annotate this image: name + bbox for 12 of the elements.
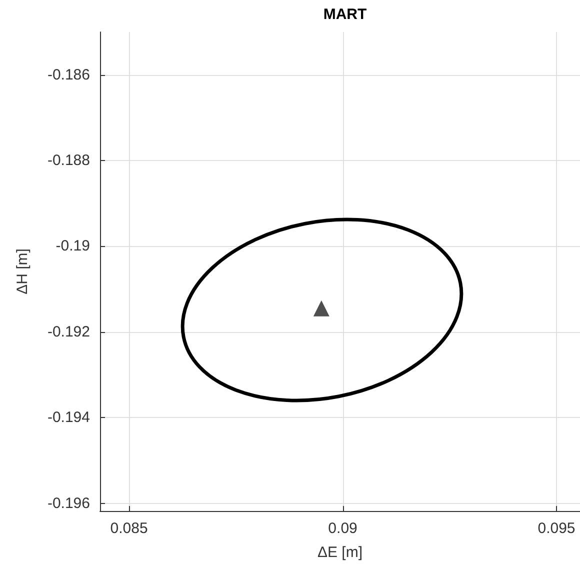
x-axis-title: ΔE [m] bbox=[317, 544, 363, 561]
x-tick-label: 0.095 bbox=[538, 520, 576, 537]
y-tick-label: -0.192 bbox=[47, 323, 90, 340]
x-tick-label: 0.09 bbox=[328, 520, 358, 537]
y-tick-label: -0.188 bbox=[47, 152, 90, 170]
y-tick-label: -0.186 bbox=[47, 66, 90, 84]
y-axis-title: ΔH [m] bbox=[14, 248, 31, 294]
y-tick-label: -0.19 bbox=[56, 238, 90, 255]
y-tick-label: -0.194 bbox=[47, 409, 90, 426]
chart-title: MART bbox=[323, 6, 367, 23]
y-tick-label: -0.196 bbox=[47, 494, 90, 512]
x-tick-label: 0.085 bbox=[110, 520, 148, 537]
